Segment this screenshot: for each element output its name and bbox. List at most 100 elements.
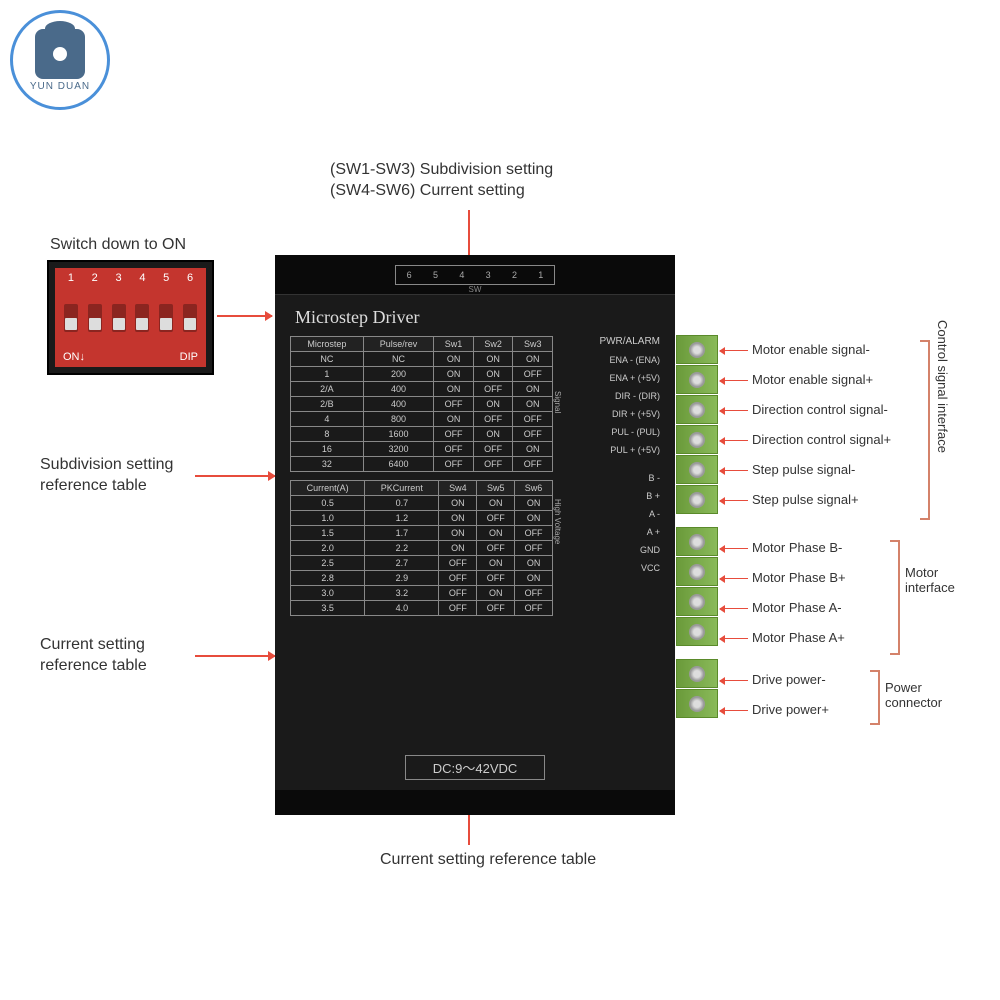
pin-arrow <box>720 548 748 549</box>
signal-item: DIR - (DIR) <box>565 387 660 405</box>
pin-label: Drive power+ <box>752 702 829 717</box>
signal-item: DIR + (+5V) <box>565 405 660 423</box>
top-label-1: (SW1-SW3) Subdivision setting <box>330 160 553 181</box>
brand-logo: YUN DUAN <box>10 10 110 110</box>
signal-item: ENA - (ENA) <box>565 351 660 369</box>
table-row: 3.03.2OFFONOFF <box>291 586 553 601</box>
pin-label: Motor Phase B- <box>752 540 842 555</box>
table-row: 0.50.7ONONON <box>291 496 553 511</box>
table-header: Sw1 <box>434 337 474 352</box>
microstep-table: MicrostepPulse/revSw1Sw2Sw3NCNCONONON120… <box>290 336 553 472</box>
bracket-motor-label: Motor interface <box>905 565 955 595</box>
terminal <box>676 485 718 514</box>
pin-arrow <box>720 410 748 411</box>
table-row: 4800ONOFFOFF <box>291 412 553 427</box>
hv-item: A - <box>565 505 660 523</box>
pin-arrow <box>720 608 748 609</box>
table-row: 1.01.2ONOFFON <box>291 511 553 526</box>
terminal <box>676 587 718 616</box>
pin-arrow <box>720 578 748 579</box>
dip-switch <box>183 304 197 332</box>
table-header: Sw6 <box>515 481 553 496</box>
pin-label: Step pulse signal- <box>752 462 855 477</box>
driver-module: 654321 Microstep Driver MicrostepPulse/r… <box>275 255 675 815</box>
pin-arrow <box>720 710 748 711</box>
signal-group: Signal <box>553 391 562 413</box>
pin-label: Step pulse signal+ <box>752 492 859 507</box>
hv-item: A + <box>565 523 660 541</box>
top-label-2: (SW4-SW6) Current setting <box>330 181 553 202</box>
terminal <box>676 455 718 484</box>
current-label: Current setting reference table <box>40 635 147 677</box>
bracket-power-label: Power connector <box>885 680 942 710</box>
table-row: 2/A400ONOFFON <box>291 382 553 397</box>
terminal <box>676 659 718 688</box>
pin-arrow <box>720 350 748 351</box>
switch-label: Switch down to ON <box>50 235 186 256</box>
pin-label: Motor Phase A+ <box>752 630 845 645</box>
driver-top-edge: 654321 <box>275 255 675 295</box>
bracket-control-label: Control signal interface <box>935 320 950 453</box>
dip-dip: DIP <box>180 351 198 363</box>
table-row: 163200OFFOFFON <box>291 442 553 457</box>
dip-switch <box>64 304 78 332</box>
top-label: (SW1-SW3) Subdivision setting (SW4-SW6) … <box>330 160 553 202</box>
bottom-label: Current setting reference table <box>380 850 596 871</box>
pin-label: Motor enable signal+ <box>752 372 873 387</box>
hv-group: High Voltage <box>553 499 562 544</box>
table-header: Sw3 <box>513 337 553 352</box>
sw-indicator: 654321 <box>395 265 555 285</box>
signal-item: PUL - (PUL) <box>565 423 660 441</box>
table-header: Sw4 <box>439 481 477 496</box>
bracket-control <box>920 340 930 520</box>
dip-switch-box: 123456 ON↓ DIP <box>47 260 214 375</box>
logo-text: YUN DUAN <box>30 81 90 92</box>
pin-label: Direction control signal- <box>752 402 888 417</box>
dip-num: 4 <box>139 272 145 284</box>
table-row: NCNCONONON <box>291 352 553 367</box>
dip-switch <box>135 304 149 332</box>
dip-num: 1 <box>68 272 74 284</box>
driver-title: Microstep Driver <box>275 295 675 336</box>
pwr-alarm: PWR/ALARM <box>565 336 660 347</box>
terminal <box>676 335 718 364</box>
hv-item: GND <box>565 541 660 559</box>
sub-1: Subdivision setting <box>40 455 173 476</box>
pin-label: Motor Phase B+ <box>752 570 846 585</box>
pin-arrow <box>720 440 748 441</box>
dip-num: 2 <box>92 272 98 284</box>
table-header: Microstep <box>291 337 364 352</box>
bracket-power <box>870 670 880 725</box>
table-header: Pulse/rev <box>363 337 433 352</box>
pin-arrow <box>720 500 748 501</box>
terminal <box>676 425 718 454</box>
dip-switch <box>159 304 173 332</box>
subdivision-label: Subdivision setting reference table <box>40 455 173 497</box>
table-row: 1.51.7ONONOFF <box>291 526 553 541</box>
pin-arrow <box>720 638 748 639</box>
dip-switch <box>112 304 126 332</box>
table-row: 1200ONONOFF <box>291 367 553 382</box>
arrow-cur <box>195 655 275 657</box>
voltage-label: DC:9～42VDC <box>405 755 545 780</box>
table-row: 2.02.2ONOFFOFF <box>291 541 553 556</box>
cur-1: Current setting <box>40 635 147 656</box>
pin-label: Direction control signal+ <box>752 432 891 447</box>
cur-2: reference table <box>40 656 147 677</box>
table-row: 81600OFFONOFF <box>291 427 553 442</box>
table-header: Sw2 <box>473 337 513 352</box>
pin-arrow <box>720 470 748 471</box>
dip-on: ON↓ <box>63 351 85 363</box>
hv-item: VCC <box>565 559 660 577</box>
table-row: 2.52.7OFFONON <box>291 556 553 571</box>
table-row: 2.82.9OFFOFFON <box>291 571 553 586</box>
terminal <box>676 557 718 586</box>
table-row: 3.54.0OFFOFFOFF <box>291 601 553 616</box>
gear-icon <box>35 29 85 79</box>
terminal <box>676 617 718 646</box>
signal-item: PUL + (+5V) <box>565 441 660 459</box>
sub-2: reference table <box>40 476 173 497</box>
dip-num: 6 <box>187 272 193 284</box>
table-header: Sw5 <box>477 481 515 496</box>
pin-arrow <box>720 680 748 681</box>
